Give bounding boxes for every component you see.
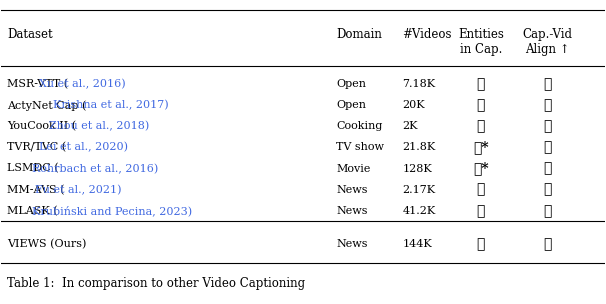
Text: Entities
in Cap.: Entities in Cap. bbox=[458, 29, 504, 57]
Text: ✓: ✓ bbox=[477, 204, 485, 218]
Text: Cap.-Vid
Align ↑: Cap.-Vid Align ↑ bbox=[522, 29, 572, 57]
Text: 7.18K: 7.18K bbox=[402, 79, 436, 89]
Text: Xu et al., 2016): Xu et al., 2016) bbox=[39, 79, 125, 89]
Text: TVR/TVC (: TVR/TVC ( bbox=[7, 142, 67, 153]
Text: ✓: ✓ bbox=[543, 119, 551, 133]
Text: ✗*: ✗* bbox=[473, 140, 489, 154]
Text: Dataset: Dataset bbox=[7, 29, 53, 42]
Text: Zhou et al., 2018): Zhou et al., 2018) bbox=[50, 121, 150, 132]
Text: #Videos: #Videos bbox=[402, 29, 452, 42]
Text: ✓: ✓ bbox=[543, 77, 551, 91]
Text: 41.2K: 41.2K bbox=[402, 206, 436, 216]
Text: 21.8K: 21.8K bbox=[402, 143, 436, 153]
Text: ✓: ✓ bbox=[543, 161, 551, 176]
Text: 2.17K: 2.17K bbox=[402, 185, 436, 195]
Text: YouCook II (: YouCook II ( bbox=[7, 121, 76, 132]
Text: ✗: ✗ bbox=[477, 77, 485, 91]
Text: News: News bbox=[336, 206, 368, 216]
Text: 128K: 128K bbox=[402, 164, 432, 174]
Text: Fu et al., 2021): Fu et al., 2021) bbox=[35, 185, 122, 195]
Text: 20K: 20K bbox=[402, 100, 425, 110]
Text: Domain: Domain bbox=[336, 29, 382, 42]
Text: MLASK (: MLASK ( bbox=[7, 206, 58, 216]
Text: ✓: ✓ bbox=[477, 183, 485, 197]
Text: Open: Open bbox=[336, 79, 366, 89]
Text: ✗: ✗ bbox=[477, 98, 485, 112]
Text: TV show: TV show bbox=[336, 143, 384, 153]
Text: LSMDC (: LSMDC ( bbox=[7, 164, 59, 174]
Text: Lei et al., 2020): Lei et al., 2020) bbox=[39, 142, 128, 153]
Text: Krubiński and Pecina, 2023): Krubiński and Pecina, 2023) bbox=[32, 205, 192, 216]
Text: ActyNet Cap (: ActyNet Cap ( bbox=[7, 100, 87, 111]
Text: News: News bbox=[336, 239, 368, 249]
Text: VIEWS (Ours): VIEWS (Ours) bbox=[7, 239, 87, 249]
Text: MSR-VTT (: MSR-VTT ( bbox=[7, 79, 68, 89]
Text: ✓: ✓ bbox=[543, 237, 551, 251]
Text: News: News bbox=[336, 185, 368, 195]
Text: 144K: 144K bbox=[402, 239, 432, 249]
Text: Movie: Movie bbox=[336, 164, 370, 174]
Text: ✓: ✓ bbox=[543, 140, 551, 154]
Text: MM-AVS (: MM-AVS ( bbox=[7, 185, 65, 195]
Text: Krishna et al., 2017): Krishna et al., 2017) bbox=[53, 100, 168, 110]
Text: Open: Open bbox=[336, 100, 366, 110]
Text: ✓: ✓ bbox=[477, 237, 485, 251]
Text: Table 1:  In comparison to other Video Captioning: Table 1: In comparison to other Video Ca… bbox=[7, 277, 305, 289]
Text: ✓: ✓ bbox=[543, 98, 551, 112]
Text: Rohrbach et al., 2016): Rohrbach et al., 2016) bbox=[32, 163, 158, 174]
Text: Cooking: Cooking bbox=[336, 121, 382, 131]
Text: ✗: ✗ bbox=[543, 204, 551, 218]
Text: ✗: ✗ bbox=[477, 119, 485, 133]
Text: 2K: 2K bbox=[402, 121, 418, 131]
Text: ✗: ✗ bbox=[543, 183, 551, 197]
Text: ✗*: ✗* bbox=[473, 161, 489, 176]
